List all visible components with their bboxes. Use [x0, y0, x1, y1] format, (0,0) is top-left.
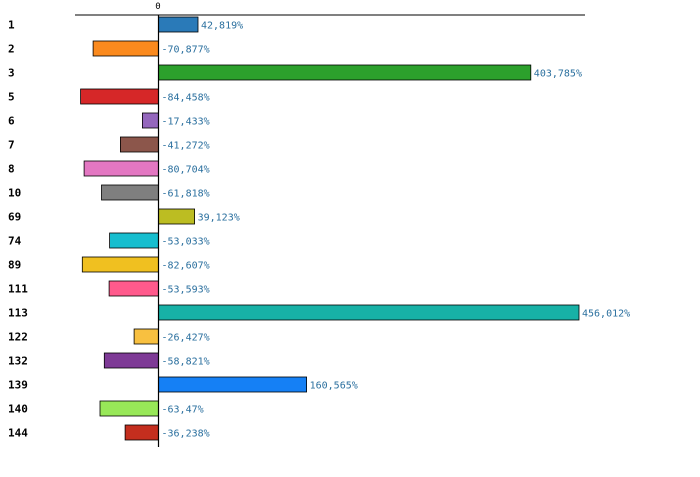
- bar: [133, 328, 159, 345]
- value-label: -58,821%: [162, 357, 210, 368]
- value-label: -82,607%: [162, 261, 210, 272]
- category-label: 140: [8, 403, 28, 416]
- category-label: 3: [8, 67, 15, 80]
- category-label: 122: [8, 331, 28, 344]
- value-label: -41,272%: [162, 141, 210, 152]
- value-label: 456,012%: [582, 309, 630, 320]
- bar: [141, 112, 159, 129]
- category-label: 5: [8, 91, 15, 104]
- bar: [158, 376, 308, 393]
- value-label: -70,877%: [162, 45, 210, 56]
- bars: [80, 16, 580, 441]
- category-label: 69: [8, 211, 21, 224]
- category-label: 139: [8, 379, 28, 392]
- bar: [81, 256, 159, 273]
- value-label: -26,427%: [162, 333, 210, 344]
- category-labels: 1 2 3 5 6 7 8 10 69 74 89 111 113 122 132 139 140 144: [8, 19, 28, 440]
- value-label: -80,704%: [162, 165, 210, 176]
- bar: [158, 208, 195, 225]
- value-label: 160,565%: [310, 381, 358, 392]
- value-label: -63,47%: [162, 405, 204, 416]
- bar: [120, 136, 159, 153]
- bar: [99, 400, 159, 417]
- category-label: 111: [8, 283, 28, 296]
- value-label: -84,458%: [162, 93, 210, 104]
- category-label: 8: [8, 163, 15, 176]
- zero-tick-label: 0: [155, 2, 160, 12]
- bar: [124, 424, 159, 441]
- bar: [83, 160, 159, 177]
- value-label: -61,818%: [162, 189, 210, 200]
- category-label: 1: [8, 19, 15, 32]
- bar: [158, 304, 580, 321]
- category-label: 10: [8, 187, 21, 200]
- value-label: -36,238%: [162, 429, 210, 440]
- bar: [101, 184, 159, 201]
- category-label: 2: [8, 43, 15, 56]
- value-label: 403,785%: [534, 69, 582, 80]
- value-label: 42,819%: [201, 21, 243, 32]
- bar: [92, 40, 159, 57]
- bar: [103, 352, 159, 369]
- bar: [108, 280, 159, 297]
- value-label: -53,593%: [162, 285, 210, 296]
- bar: [158, 64, 532, 81]
- category-label: 7: [8, 139, 15, 152]
- value-labels: 42,819% -70,877% 403,785% -84,458% -17,433% -…: [162, 21, 631, 440]
- value-label: -53,033%: [162, 237, 210, 248]
- value-label: -17,433%: [162, 117, 210, 128]
- category-label: 74: [8, 235, 22, 248]
- category-label: 89: [8, 259, 21, 272]
- category-label: 6: [8, 115, 15, 128]
- category-label: 132: [8, 355, 28, 368]
- category-label: 144: [8, 427, 28, 440]
- category-label: 113: [8, 307, 28, 320]
- bar: [80, 88, 159, 105]
- bar: [158, 16, 199, 33]
- value-label: 39,123%: [198, 213, 240, 224]
- bar: [109, 232, 159, 249]
